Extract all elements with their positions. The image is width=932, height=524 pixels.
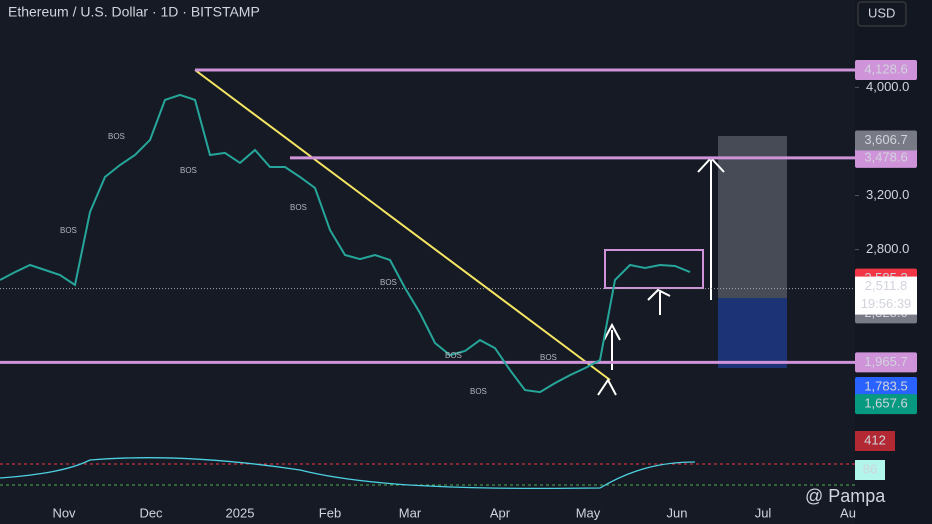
trendline (194, 69, 611, 381)
bos-label: BOS (445, 351, 462, 360)
price-tag (855, 377, 917, 398)
bos-label: BOS (540, 353, 557, 362)
price-tag-label: 3,606.7 (864, 132, 907, 147)
level-tag (855, 352, 917, 373)
x-tick-label: May (576, 505, 601, 520)
rsi-tag (855, 460, 885, 480)
bos-label: BOS (60, 226, 77, 235)
volume-label: 412 (864, 432, 886, 447)
price-line (0, 93, 691, 394)
bos-label: BOS (180, 166, 197, 175)
level-tag (855, 59, 917, 80)
countdown: 19:56:39 (861, 296, 912, 311)
bos-label: BOS (290, 203, 307, 212)
currency-box (857, 1, 907, 27)
x-tick-label: Nov (52, 505, 76, 520)
currency: USD (868, 5, 895, 20)
chart-title: Ethereum / U.S. Dollar · 1D · BITSTAMP (8, 4, 260, 20)
range-box (604, 249, 704, 289)
level-tag (855, 147, 917, 168)
price-tag-label: 1,657.6 (864, 396, 907, 411)
x-tick-label: Feb (319, 505, 341, 520)
level-label: 3,478.6 (864, 149, 907, 164)
price-tag (855, 130, 917, 151)
x-tick-label: Apr (490, 505, 511, 520)
level-label: 4,128.6 (864, 61, 907, 76)
y-tick-label: 4,000.0 (866, 79, 909, 94)
x-tick-label: Jun (667, 505, 688, 520)
y-tick-label: 2,800.0 (866, 241, 909, 256)
stop-zone (718, 298, 787, 368)
x-tick-label: Dec (139, 505, 163, 520)
bos-label: BOS (108, 132, 125, 141)
price-tag (855, 394, 917, 415)
x-tick-label: Mar (399, 505, 422, 520)
target-zone (718, 136, 787, 298)
x-tick-label: Jul (755, 505, 772, 520)
x-tick-label: Au (840, 505, 856, 520)
watermark: @ Pampa​ (805, 486, 886, 506)
level-label: 1,965.7 (864, 354, 907, 369)
bos-label: BOS (380, 278, 397, 287)
last-price-tag (855, 276, 917, 315)
price-tag-label: 1,783.5 (864, 378, 907, 393)
rsi-label: 86 (863, 461, 877, 476)
last-price-label: 2,511.8 (865, 278, 907, 293)
arrows (597, 288, 671, 396)
rsi-line (0, 457, 696, 490)
y-tick-label: 3,200.0 (866, 187, 909, 202)
x-tick-label: 2025 (226, 505, 255, 520)
bos-label: BOS (470, 387, 487, 396)
volume-tag (855, 431, 895, 451)
